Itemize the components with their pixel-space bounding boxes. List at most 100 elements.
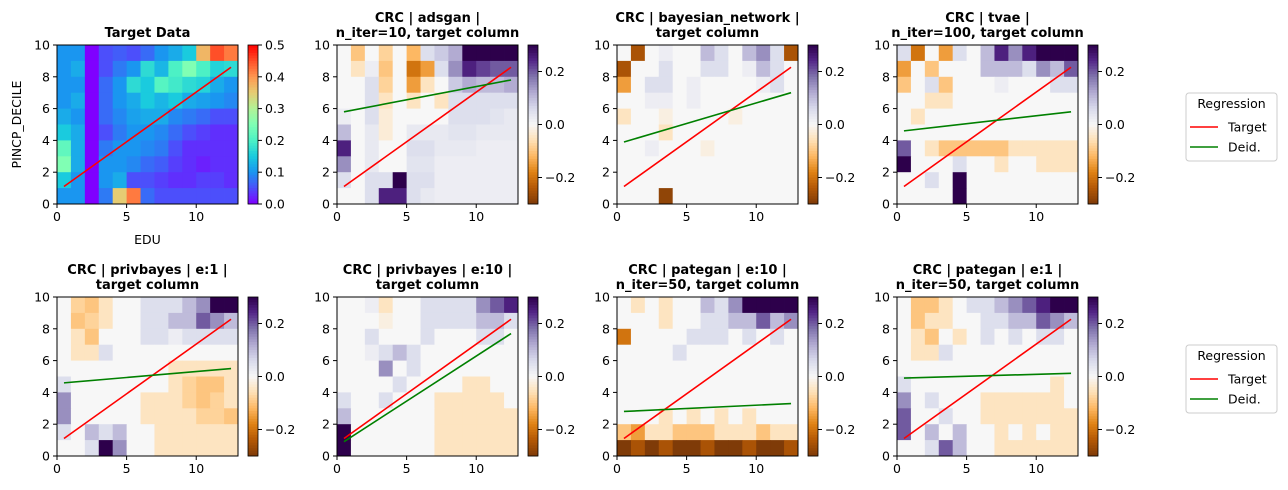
heatmap-cell <box>966 172 981 189</box>
heatmap-cell <box>434 328 449 346</box>
colorbar-segment <box>528 429 538 433</box>
colorbar-segment <box>1088 373 1098 377</box>
heatmap-cell <box>210 108 225 125</box>
heatmap-cell <box>910 360 926 377</box>
y-tick-label: 0 <box>602 197 610 212</box>
colorbar-segment <box>1088 119 1098 123</box>
colorbar-segment <box>1088 376 1098 380</box>
heatmap-cell <box>434 188 449 205</box>
heatmap-cell <box>224 92 239 109</box>
heatmap-cell <box>686 376 701 393</box>
heatmap-cell <box>1064 297 1079 314</box>
heatmap-cell <box>952 188 968 205</box>
heatmap-cell <box>196 156 211 173</box>
colorbar-segment <box>528 387 538 391</box>
heatmap-cell <box>196 376 211 393</box>
colorbar-segment <box>808 310 818 314</box>
y-tick-label: 6 <box>42 353 50 368</box>
colorbar-segment <box>528 434 538 438</box>
y-tick-label: 0 <box>602 449 610 464</box>
heatmap-cell <box>994 297 1009 314</box>
heatmap-cell <box>70 92 86 109</box>
colorbar-segment <box>248 389 258 393</box>
y-tick-label: 6 <box>42 101 50 116</box>
heatmap-cell <box>182 76 197 94</box>
colorbar-segment <box>528 174 538 178</box>
heatmap-cell <box>938 360 954 377</box>
heatmap-cell <box>910 344 926 361</box>
heatmap-cell <box>378 92 394 109</box>
heatmap-cell <box>952 156 968 173</box>
colorbar-segment <box>1088 148 1098 152</box>
heatmap-cell <box>224 408 239 425</box>
heatmap-cell <box>714 376 729 393</box>
heatmap-cell <box>617 60 632 78</box>
colorbar-tick-label: 0.0 <box>1105 369 1125 384</box>
y-tick-label: 10 <box>594 290 610 305</box>
heatmap-cell <box>770 312 785 330</box>
heatmap-cell <box>742 108 757 125</box>
heatmap-cell <box>980 76 995 94</box>
heatmap-cell <box>462 408 477 425</box>
heatmap-cell <box>700 424 715 441</box>
heatmap-cell <box>784 188 799 205</box>
plot-frame <box>336 296 519 457</box>
heatmap-cell <box>1064 424 1079 441</box>
heatmap-cell <box>154 344 169 361</box>
heatmap-cell <box>140 424 155 441</box>
heatmap-cell <box>84 140 100 157</box>
colorbar-segment <box>528 111 538 115</box>
regression-line-deid <box>63 367 232 384</box>
heatmap-cell <box>350 328 366 346</box>
heatmap-cell <box>700 328 715 346</box>
colorbar-segment <box>528 360 538 364</box>
regression-line-target <box>63 66 232 188</box>
heatmap-cell <box>910 76 926 94</box>
colorbar-tick-label: −0.2 <box>825 170 855 185</box>
heatmap-cell <box>168 45 183 62</box>
heatmap-cell <box>1008 376 1023 393</box>
heatmap-cell <box>924 376 940 393</box>
heatmap-cell <box>1008 424 1023 441</box>
heatmap-cell <box>1050 344 1065 361</box>
colorbar-segment <box>1088 397 1098 401</box>
heatmap-cell <box>182 188 197 205</box>
heatmap-cell <box>630 408 646 425</box>
heatmap-cell <box>182 45 197 62</box>
legend-title: Regression <box>1197 348 1265 363</box>
heatmap-cell <box>994 188 1009 205</box>
heatmap-cell <box>126 140 141 157</box>
heatmap-cell <box>224 45 239 62</box>
colorbar-segment <box>248 355 258 359</box>
colorbar-segment <box>1088 339 1098 343</box>
colorbar-segment <box>528 326 538 330</box>
heatmap-cell <box>938 140 954 157</box>
heatmap-cell <box>924 45 940 62</box>
panel-title: n_iter=50, target column <box>896 278 1080 293</box>
heatmap-cell <box>770 440 785 457</box>
colorbar-segment <box>1088 413 1098 417</box>
heatmap-cell <box>448 108 463 125</box>
colorbar-segment <box>248 90 258 94</box>
heatmap-cell <box>70 376 86 393</box>
heatmap-cell <box>1064 124 1079 141</box>
heatmap-cell <box>897 297 912 314</box>
heatmap-cell <box>714 297 729 314</box>
y-tick-label: 6 <box>882 101 890 116</box>
heatmap-cell <box>658 124 674 141</box>
colorbar-segment <box>248 92 258 96</box>
colorbar-segment <box>808 323 818 327</box>
colorbar-segment <box>248 440 258 444</box>
colorbar-segment <box>1088 52 1098 56</box>
heatmap-cell <box>1008 312 1023 330</box>
y-tick-label: 2 <box>882 165 890 180</box>
heatmap-cell <box>378 60 394 78</box>
colorbar-segment <box>808 201 818 205</box>
colorbar-segment <box>528 132 538 136</box>
colorbar-segment <box>808 124 818 128</box>
heatmap-cell <box>630 60 646 78</box>
colorbar-segment <box>528 299 538 303</box>
colorbar-segment <box>1088 100 1098 104</box>
colorbar-segment <box>528 164 538 168</box>
